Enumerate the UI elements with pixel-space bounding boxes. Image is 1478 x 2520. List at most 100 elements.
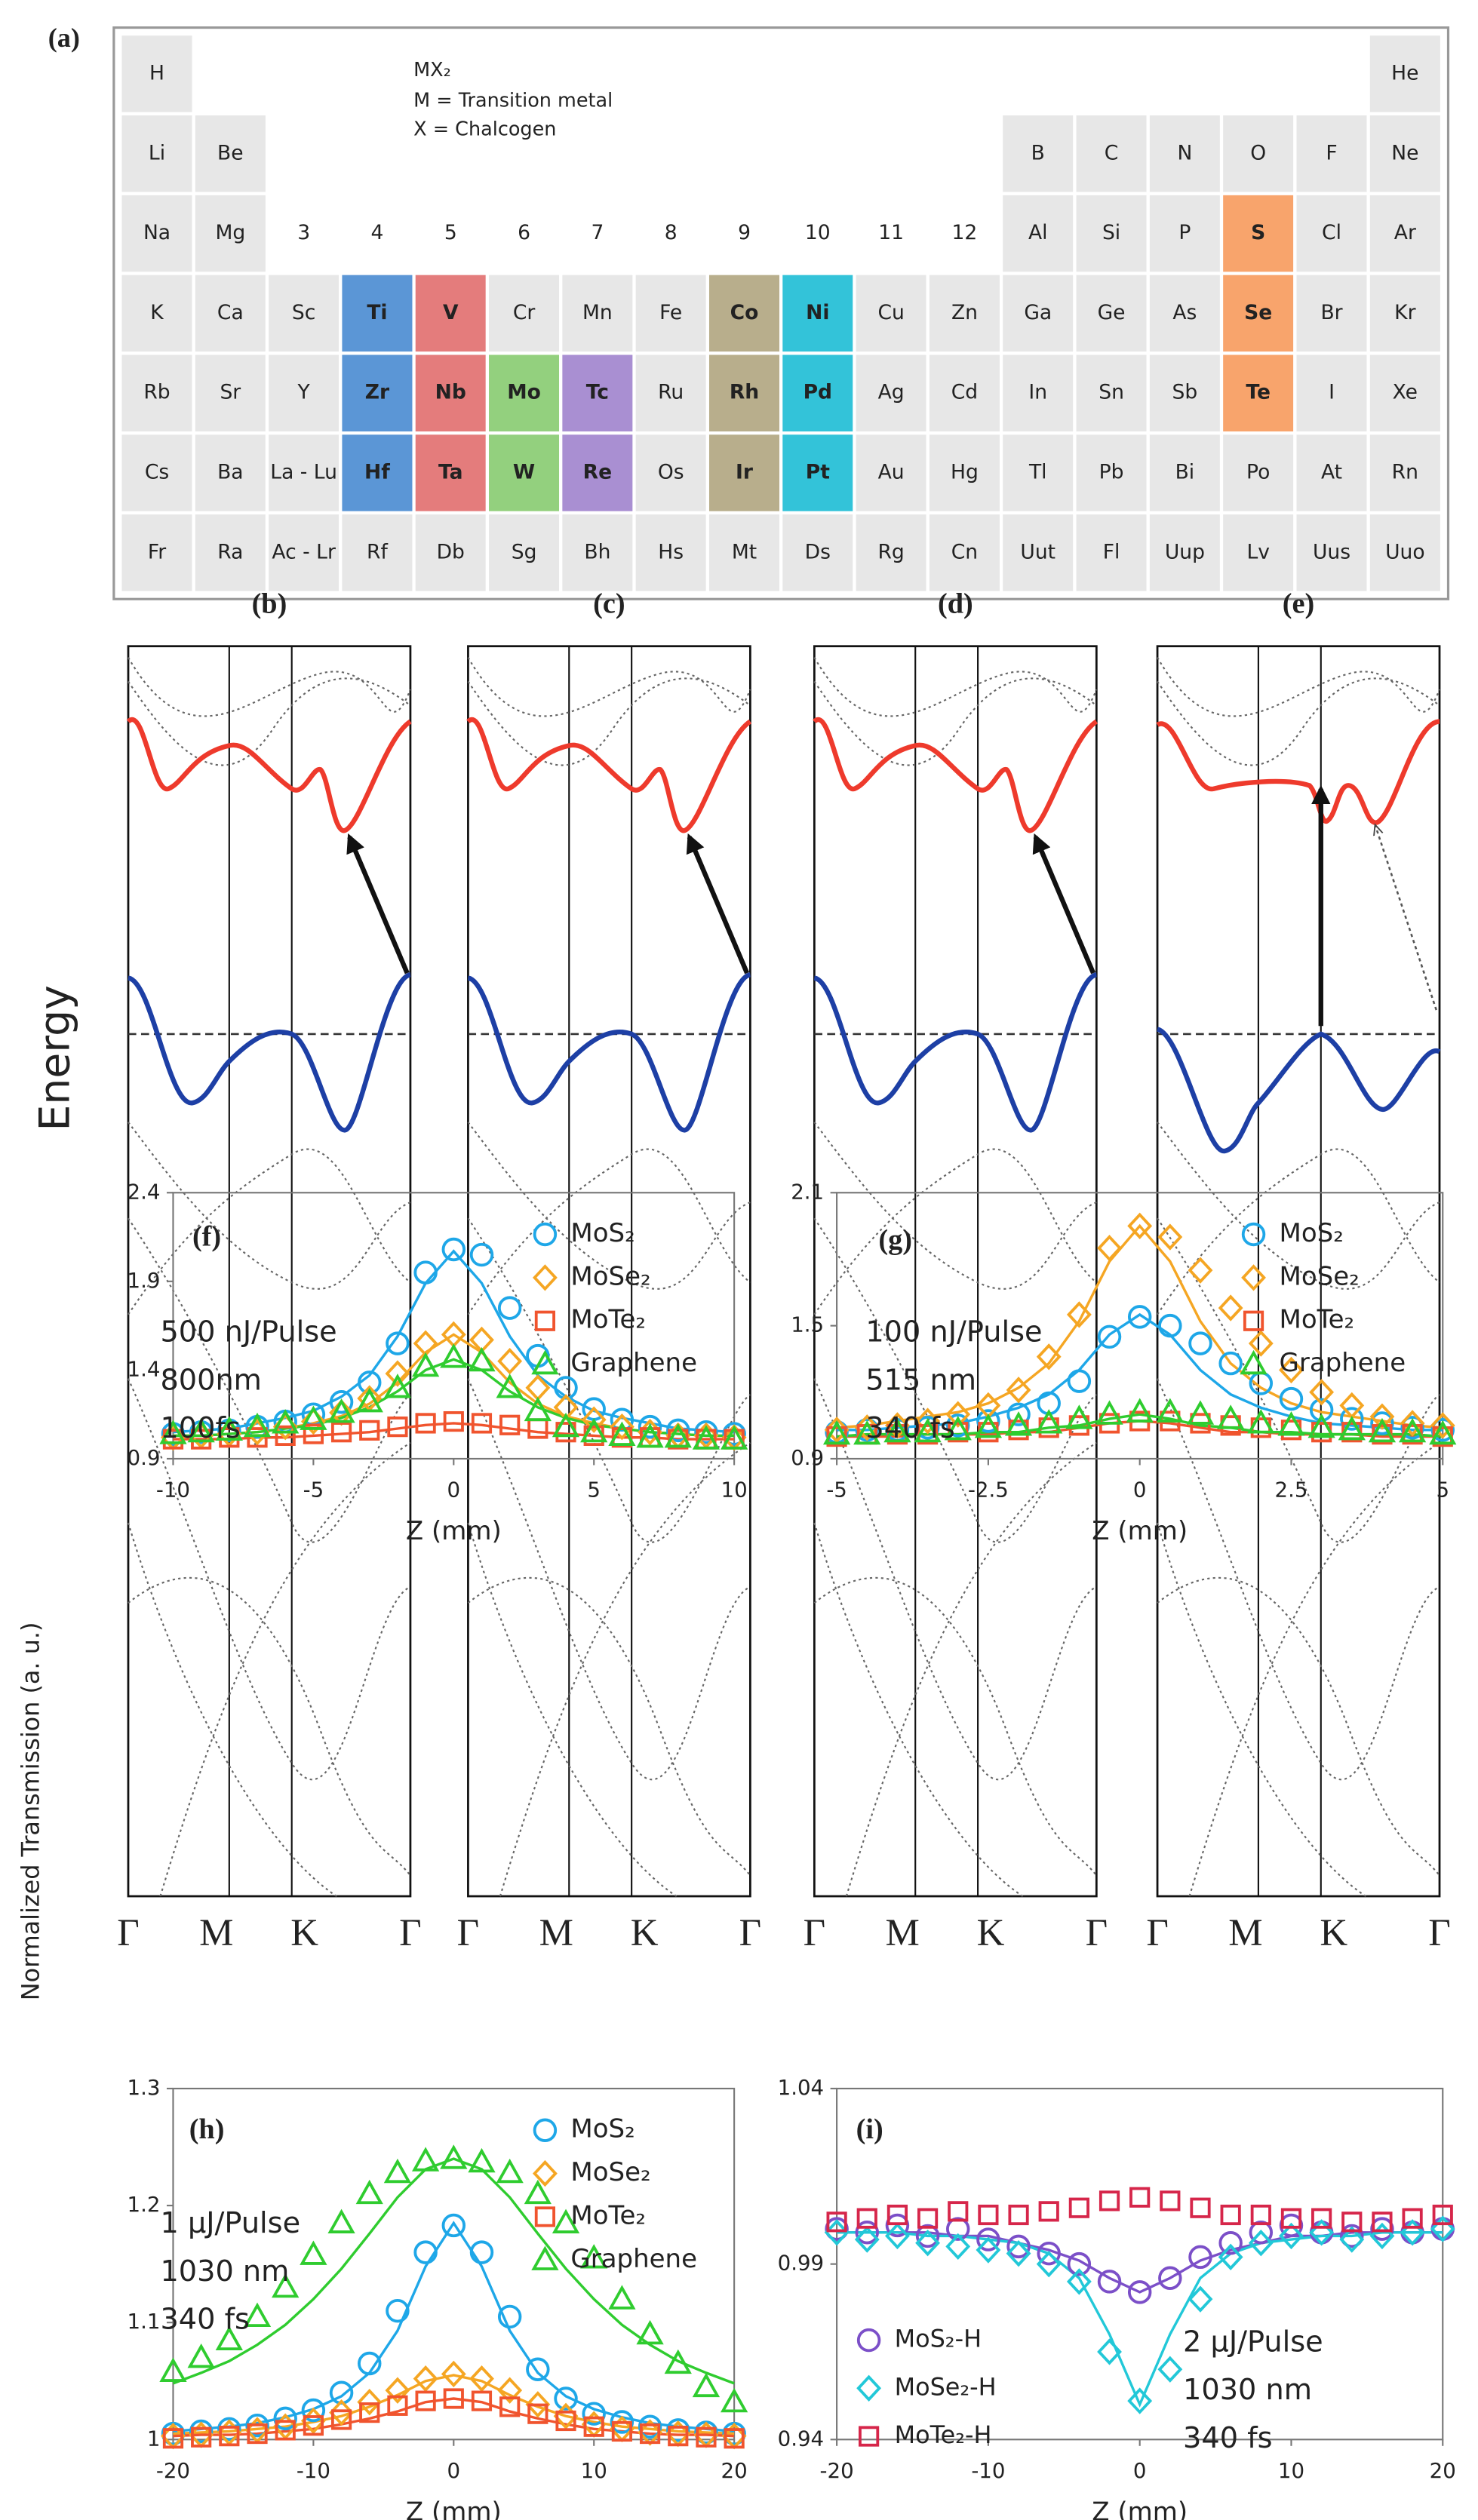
data-point xyxy=(413,1260,438,1285)
data-point xyxy=(978,2204,999,2226)
element-cell xyxy=(926,351,1003,435)
valence-band xyxy=(813,972,1098,1133)
data-point xyxy=(440,1343,468,1368)
element-cell xyxy=(999,272,1077,355)
element-cell xyxy=(265,272,343,355)
element-symbol: Sg xyxy=(512,540,537,563)
data-point xyxy=(497,2304,522,2329)
data-point xyxy=(1340,1407,1364,1431)
data-point xyxy=(1398,1417,1427,1443)
legend-marker xyxy=(856,2328,881,2353)
element-cell xyxy=(118,511,195,594)
data-point xyxy=(1006,2234,1031,2259)
annotation: 100fs xyxy=(160,1412,240,1445)
legend-marker xyxy=(533,1222,558,1247)
data-point xyxy=(499,1414,521,1435)
k-label: K xyxy=(977,1912,1005,1954)
data-point xyxy=(1218,1294,1243,1321)
element-symbol: Tl xyxy=(1028,461,1047,484)
data-point xyxy=(1248,2230,1274,2257)
data-point xyxy=(854,1414,880,1441)
data-point xyxy=(1188,2285,1213,2313)
data-point xyxy=(327,1398,355,1423)
element-symbol: Mo xyxy=(507,381,541,404)
element-symbol: Nb xyxy=(435,381,466,404)
data-point xyxy=(856,2208,877,2229)
data-point xyxy=(1220,2204,1241,2226)
data-point xyxy=(383,1374,412,1398)
y-tick-label: 0.9 xyxy=(128,1445,161,1470)
data-point xyxy=(1372,2212,1393,2233)
data-point xyxy=(885,2222,910,2250)
band-dotted xyxy=(467,1576,751,1877)
data-point xyxy=(1188,2245,1212,2270)
element-symbol: Au xyxy=(878,461,905,484)
data-point xyxy=(497,2377,523,2404)
data-point xyxy=(1218,2231,1243,2255)
element-symbol: Ne xyxy=(1391,141,1418,164)
data-point xyxy=(303,1423,324,1444)
data-point xyxy=(1188,1331,1212,1355)
legend-marker xyxy=(1241,1264,1266,1291)
element-cell xyxy=(779,431,856,515)
data-point xyxy=(824,2219,850,2246)
band-dotted xyxy=(1157,1122,1440,1290)
y-tick-label: 1.9 xyxy=(128,1268,161,1293)
element-symbol: O xyxy=(1250,141,1266,164)
element-symbol: Se xyxy=(1244,301,1272,324)
element-symbol: Po xyxy=(1246,461,1270,484)
element-symbol: Ni xyxy=(806,301,829,324)
element-symbol: Sb xyxy=(1172,381,1198,404)
element-cell xyxy=(1146,351,1224,435)
group-number: 3 xyxy=(297,221,310,244)
data-point xyxy=(1218,1351,1243,1376)
data-point xyxy=(527,1418,548,1439)
element-symbol: Br xyxy=(1320,301,1342,324)
k-label: M xyxy=(539,1912,573,1954)
x-tick-label: 10 xyxy=(721,1477,748,1502)
data-point xyxy=(855,2221,879,2245)
k-label: Γ xyxy=(1146,1912,1168,1954)
transition-arrow xyxy=(1032,833,1095,975)
element-symbol: Hg xyxy=(951,461,979,484)
band-dotted xyxy=(813,657,1098,717)
data-point xyxy=(1065,1404,1093,1429)
data-point xyxy=(383,2158,412,2184)
group-number: 9 xyxy=(738,221,751,244)
element-cell xyxy=(192,511,269,594)
data-point xyxy=(582,2402,606,2426)
data-point xyxy=(825,2217,849,2241)
band-dotted xyxy=(1188,1441,1440,1897)
data-point xyxy=(1188,1257,1213,1284)
x-tick-label: 0 xyxy=(447,2458,461,2483)
band-dotted xyxy=(499,1441,751,1897)
data-point xyxy=(247,2423,268,2445)
data-point xyxy=(1432,2204,1453,2226)
element-cell xyxy=(1073,511,1150,594)
chart: -20 -10 0 10 20 1 1.1 1.2 1.3 Z (mm) (h) 1 μJ/Pulse… xyxy=(128,2075,748,2520)
element-cell xyxy=(1366,112,1444,195)
element-symbol: Si xyxy=(1102,221,1120,244)
band-panel: (b) Γ M K Γ xyxy=(117,588,421,1954)
k-label: Γ xyxy=(1428,1912,1450,1954)
data-point xyxy=(215,1416,243,1441)
data-point xyxy=(1309,2219,1335,2246)
element-symbol: N xyxy=(1177,141,1192,164)
band-dotted xyxy=(813,1378,1097,1781)
data-point xyxy=(720,2387,748,2413)
element-symbol: Ti xyxy=(367,301,387,324)
legend-label: Graphene xyxy=(570,1348,697,1378)
data-point xyxy=(243,1412,272,1438)
data-point xyxy=(1402,2208,1423,2229)
element-cell xyxy=(192,192,269,275)
data-point xyxy=(527,2403,548,2424)
element-cell xyxy=(705,272,783,355)
data-point xyxy=(1430,1418,1455,1442)
data-point xyxy=(610,1407,635,1432)
element-cell xyxy=(1146,511,1224,594)
element-symbol: Li xyxy=(149,141,165,164)
data-point xyxy=(524,1396,552,1422)
annotation: 1 μJ/Pulse xyxy=(160,2207,300,2240)
k-label: K xyxy=(1320,1912,1347,1954)
